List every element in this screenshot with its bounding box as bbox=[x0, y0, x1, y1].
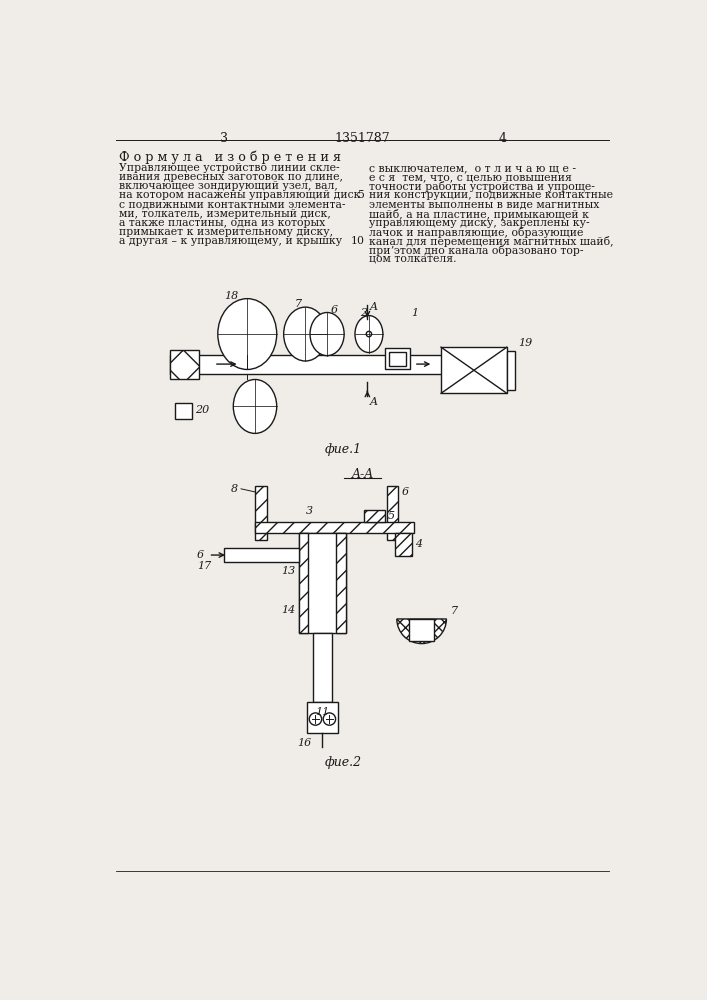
Text: 17: 17 bbox=[197, 561, 211, 571]
Ellipse shape bbox=[233, 379, 276, 433]
Ellipse shape bbox=[284, 307, 327, 361]
Text: Ф о р м у л а   и з о б р е т е н и я: Ф о р м у л а и з о б р е т е н и я bbox=[119, 151, 341, 164]
Ellipse shape bbox=[310, 312, 344, 356]
Text: примыкает к измерительному диску,: примыкает к измерительному диску, bbox=[119, 227, 334, 237]
Text: 6: 6 bbox=[402, 487, 409, 497]
Text: приʼэтом дно канала образовано тор-: приʼэтом дно канала образовано тор- bbox=[369, 245, 583, 256]
Bar bbox=[307, 702, 338, 733]
Text: с выключателем,  о т л и ч а ю щ е -: с выключателем, о т л и ч а ю щ е - bbox=[369, 163, 576, 173]
Text: шайб, а на пластине, примыкающей к: шайб, а на пластине, примыкающей к bbox=[369, 209, 589, 220]
Bar bbox=[175, 403, 192, 419]
Bar bbox=[363, 510, 385, 522]
Circle shape bbox=[309, 713, 322, 725]
Bar bbox=[389, 352, 406, 366]
Text: фие.2: фие.2 bbox=[325, 756, 362, 769]
Text: 1351787: 1351787 bbox=[335, 132, 390, 145]
Text: канал для перемещения магнитных шайб,: канал для перемещения магнитных шайб, bbox=[369, 236, 614, 247]
Bar bbox=[299, 533, 346, 633]
Ellipse shape bbox=[218, 299, 276, 369]
Bar bbox=[385, 348, 410, 369]
Text: 7: 7 bbox=[295, 299, 302, 309]
Text: Управляющее устройство линии скле-: Управляющее устройство линии скле- bbox=[119, 163, 340, 173]
Bar bbox=[441, 347, 507, 393]
Text: фие.1: фие.1 bbox=[325, 443, 362, 456]
Bar bbox=[255, 486, 267, 540]
Bar bbox=[170, 350, 199, 379]
Text: 3: 3 bbox=[220, 132, 228, 145]
Text: 10: 10 bbox=[350, 236, 364, 246]
Text: точности работы устройства и упроще-: точности работы устройства и упроще- bbox=[369, 181, 595, 192]
Text: 3: 3 bbox=[305, 506, 312, 516]
Text: на котором насажены управляющий диск: на котором насажены управляющий диск bbox=[119, 190, 361, 200]
Text: лачок и направляющие, образующие: лачок и направляющие, образующие bbox=[369, 227, 583, 238]
Text: A: A bbox=[370, 302, 378, 312]
Text: 5: 5 bbox=[387, 511, 395, 521]
Circle shape bbox=[366, 331, 372, 337]
Text: а также пластины, одна из которых: а также пластины, одна из которых bbox=[119, 218, 326, 228]
Text: е с я  тем, что, с целью повышения: е с я тем, что, с целью повышения bbox=[369, 172, 572, 182]
Text: 2: 2 bbox=[360, 308, 367, 318]
Circle shape bbox=[323, 713, 336, 725]
Ellipse shape bbox=[355, 316, 383, 353]
Bar bbox=[507, 351, 515, 389]
Bar bbox=[395, 533, 411, 556]
Text: 14: 14 bbox=[281, 605, 296, 615]
Text: 18: 18 bbox=[224, 291, 238, 301]
Text: 16: 16 bbox=[298, 738, 312, 748]
Text: 7: 7 bbox=[450, 606, 457, 616]
Bar bbox=[224, 548, 299, 562]
Text: 5: 5 bbox=[358, 190, 364, 200]
Text: 11: 11 bbox=[315, 707, 329, 717]
Bar bbox=[313, 633, 332, 702]
Bar bbox=[170, 355, 510, 374]
Text: ния конструкции, подвижные контактные: ния конструкции, подвижные контактные bbox=[369, 190, 613, 200]
Text: 6: 6 bbox=[330, 305, 337, 315]
Bar bbox=[299, 533, 308, 633]
Text: ивания древесных заготовок по длине,: ивания древесных заготовок по длине, bbox=[119, 172, 344, 182]
Text: а другая – к управляющему, и крышку: а другая – к управляющему, и крышку bbox=[119, 236, 342, 246]
Text: 20: 20 bbox=[194, 405, 209, 415]
Text: 19: 19 bbox=[518, 338, 532, 348]
Bar bbox=[337, 533, 346, 633]
Text: 8: 8 bbox=[230, 484, 238, 494]
Text: A: A bbox=[370, 397, 378, 407]
Text: с подвижными контактными элемента-: с подвижными контактными элемента- bbox=[119, 199, 346, 209]
Text: включающее зондирующий узел, вал,: включающее зондирующий узел, вал, bbox=[119, 181, 338, 191]
Text: цом толкателя.: цом толкателя. bbox=[369, 254, 457, 264]
Text: 13: 13 bbox=[281, 566, 296, 576]
Text: управляющему диску, закреплены ку-: управляющему диску, закреплены ку- bbox=[369, 218, 590, 228]
Text: 6: 6 bbox=[197, 550, 204, 560]
Text: A-A: A-A bbox=[351, 468, 374, 481]
Text: ми, толкатель, измерительный диск,: ми, толкатель, измерительный диск, bbox=[119, 209, 332, 219]
Bar bbox=[255, 522, 414, 533]
Wedge shape bbox=[397, 619, 446, 644]
Text: 4: 4 bbox=[414, 539, 422, 549]
Text: элементы выполнены в виде магнитных: элементы выполнены в виде магнитных bbox=[369, 199, 600, 209]
Bar bbox=[409, 619, 434, 641]
Text: 1: 1 bbox=[411, 308, 419, 318]
Text: 4: 4 bbox=[499, 132, 507, 145]
Bar bbox=[387, 486, 397, 540]
